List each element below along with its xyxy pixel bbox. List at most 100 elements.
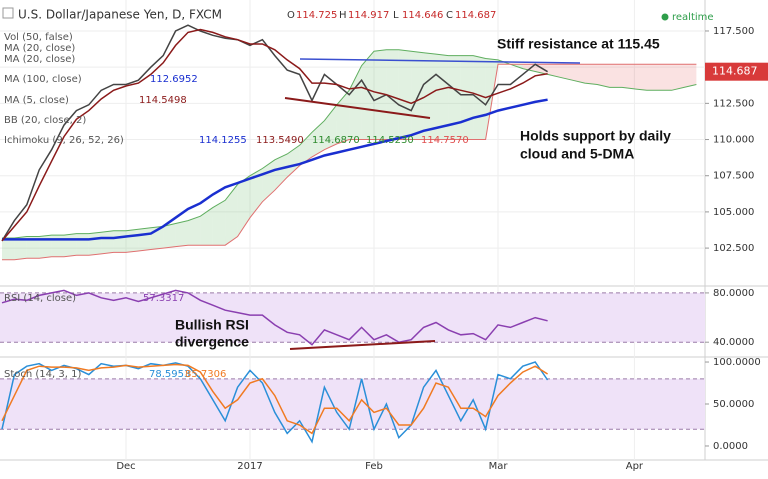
annotation: divergence (175, 334, 249, 350)
annotation: Bullish RSI (175, 317, 249, 333)
cloud-fill (299, 132, 312, 166)
indicator-readout: 114.7570 (421, 135, 469, 146)
cloud-fill (2, 237, 15, 260)
cloud-fill (138, 227, 151, 251)
cloud-fill (646, 64, 660, 91)
indicator-readout: 78.5953 (149, 369, 190, 380)
cloud-fill (26, 236, 40, 259)
cloud-fill (336, 90, 350, 144)
cloud-fill (14, 236, 27, 260)
y-tick-label: 102.500 (713, 243, 754, 254)
cloud-fill (200, 207, 213, 246)
cloud-fill (188, 216, 201, 246)
series-line (1, 289, 548, 346)
cloud-fill (76, 233, 89, 256)
status[interactable]: realtime (672, 12, 714, 23)
indicator-readout: 114.1255 (199, 135, 247, 146)
cloud-fill (361, 51, 374, 140)
cloud-fill (411, 51, 424, 140)
trend-line (284, 97, 431, 119)
band (0, 378, 705, 430)
cloud-fill (473, 55, 486, 140)
cloud-fill (225, 184, 238, 246)
cloud-fill (436, 54, 449, 140)
x-tick-label: Feb (365, 461, 383, 472)
cloud-fill (274, 154, 288, 191)
indicator-readout: 85.7306 (185, 369, 226, 380)
y-tick-label: 107.500 (713, 171, 754, 182)
y-tick-label: 80.0000 (713, 288, 754, 299)
y-tick-label: 110.000 (713, 135, 754, 146)
x-tick-label: Mar (489, 461, 509, 472)
cloud-fill (634, 64, 647, 91)
annotation: cloud and 5-DMA (520, 146, 634, 162)
indicator-label[interactable]: MA (100, close) (4, 74, 82, 85)
indicator-label[interactable]: MA (5, close) (4, 95, 69, 106)
indicator-readout: 112.6952 (150, 74, 198, 85)
band (0, 292, 705, 343)
cloud-fill (547, 64, 560, 78)
marks (1, 24, 697, 444)
x-tick-label: 2017 (237, 461, 262, 472)
cloud-fill (287, 145, 300, 178)
cloud-fill (560, 64, 573, 81)
indicator-readout: 113.5490 (256, 135, 304, 146)
background (0, 0, 768, 461)
y-tick-label: 117.500 (713, 26, 754, 37)
indicator-label[interactable]: Ichimoku (9, 26, 52, 26) (4, 135, 124, 146)
ohlc-value: 114.725 (296, 10, 337, 21)
ohlc-key: C (446, 10, 453, 21)
cloud-fill (212, 200, 226, 246)
cloud-fill (572, 64, 585, 84)
cloud-fill (39, 235, 52, 259)
divergence-line (289, 340, 436, 350)
cloud-fill (113, 230, 126, 253)
resistance-line (299, 58, 581, 64)
annotation: Stiff resistance at 115.45 (497, 36, 660, 52)
ohlc-key: O (287, 10, 295, 21)
series-line (1, 28, 548, 242)
y-tick-label: 112.500 (713, 98, 754, 109)
y-tick-label: 105.000 (713, 207, 754, 218)
indicator-label[interactable]: Vol (50, false) (4, 32, 73, 43)
indicator-readout: 114.6870 (312, 135, 360, 146)
cloud-fill (448, 55, 461, 140)
x-tick-label: Dec (116, 461, 135, 472)
series-line (1, 24, 548, 242)
indicator-readout: 57.3317 (143, 293, 184, 304)
y-tick-label: 0.0000 (713, 441, 748, 452)
indicator-label[interactable]: MA (20, close) (4, 43, 75, 54)
annotation: Holds support by daily (520, 128, 671, 144)
indicator-label[interactable]: MA (20, close) (4, 54, 75, 65)
cloud-fill (684, 64, 697, 88)
indicator-label[interactable]: BB (20, close, 2) (4, 115, 86, 126)
cloud-fill (175, 220, 188, 247)
indicator-label[interactable]: Stoch (14, 3, 1) (4, 369, 81, 380)
cloud-fill (349, 65, 362, 140)
ohlc-key: H (339, 10, 347, 21)
status-dot (661, 13, 669, 21)
series-line (1, 361, 549, 444)
cloud-fill (460, 55, 474, 140)
cloud-fill (659, 64, 672, 91)
indicator-label[interactable]: RSI (14, close) (4, 293, 76, 304)
cloud-fill (64, 233, 77, 257)
cloud-fill (584, 64, 598, 85)
cloud-fill (609, 64, 622, 88)
ohlc-value: 114.687 (455, 10, 496, 21)
last-price-label: 114.687 (712, 65, 758, 78)
cloud-fill (398, 49, 412, 140)
cloud-fill (101, 230, 114, 254)
indicator-readout: 114.5498 (139, 95, 187, 106)
last-price-box (705, 62, 768, 81)
collapse-icon[interactable] (2, 7, 14, 19)
series-line (2, 98, 548, 241)
chart-title: U.S. Dollar/Japanese Yen, D, FXCM (18, 8, 222, 22)
series-line (1, 363, 548, 435)
cloud-fill (386, 49, 399, 140)
indicator-readout: 114.5230 (366, 135, 414, 146)
cloud-fill (671, 64, 684, 91)
cloud-span-a (2, 49, 697, 239)
